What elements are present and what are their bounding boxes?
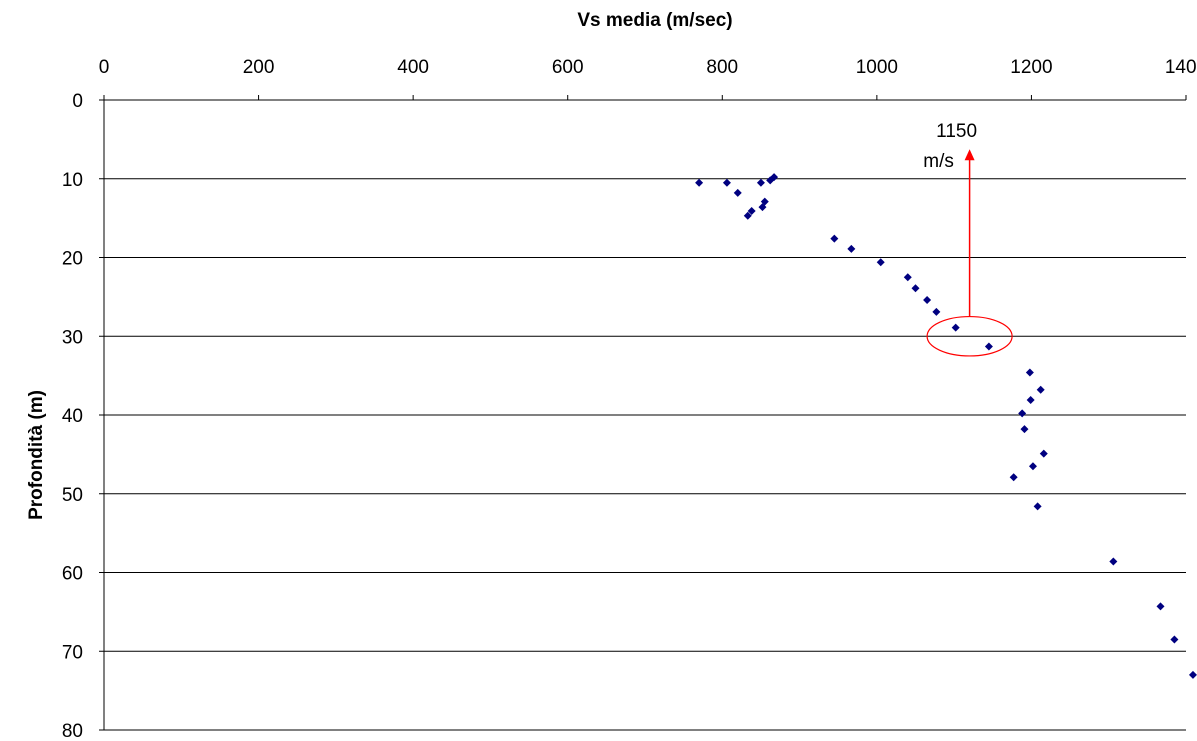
x-tick-label: 400 <box>397 57 429 78</box>
data-point <box>695 178 704 187</box>
y-tick-label: 80 <box>62 721 83 741</box>
data-point <box>1009 473 1018 482</box>
axes <box>99 95 1187 731</box>
data-point <box>847 244 856 253</box>
data-point <box>1028 462 1037 471</box>
data-point <box>1036 385 1045 394</box>
y-axis-title: Profondità (m) <box>26 390 47 520</box>
data-point <box>911 284 920 293</box>
x-tick-label: 1200 <box>1010 57 1052 78</box>
x-axis-title: Vs media (m/sec) <box>577 10 732 31</box>
data-point <box>1025 368 1034 377</box>
data-point <box>903 273 912 282</box>
annotation-value-label: 1150 <box>936 121 977 142</box>
x-tick-label: 800 <box>706 57 738 78</box>
data-point <box>756 178 765 187</box>
data-point <box>923 296 932 305</box>
x-tick-label: 1000 <box>856 57 898 78</box>
x-tick-label: 600 <box>552 57 584 78</box>
data-point <box>743 211 752 220</box>
data-point <box>1018 409 1027 418</box>
y-tick-label: 0 <box>72 91 83 112</box>
y-tick-label: 30 <box>62 327 83 348</box>
data-point <box>1109 557 1118 566</box>
y-tick-label: 50 <box>62 485 83 506</box>
y-tick-label: 10 <box>62 170 83 191</box>
data-point <box>876 258 885 267</box>
data-point <box>733 188 742 197</box>
annotation-unit-label: m/s <box>923 151 954 172</box>
y-tick-label: 60 <box>62 564 83 585</box>
data-point <box>747 207 756 216</box>
data-point <box>830 234 839 243</box>
data-point <box>1156 602 1165 611</box>
x-tick-label: 0 <box>99 57 110 78</box>
y-tick-label: 70 <box>62 642 83 663</box>
data-point <box>951 323 960 332</box>
data-point <box>722 178 731 187</box>
data-point <box>1188 670 1197 679</box>
y-tick-label: 20 <box>62 249 83 270</box>
data-point <box>1170 635 1179 644</box>
data-point <box>760 197 769 206</box>
data-point <box>1020 425 1029 434</box>
data-point <box>984 342 993 351</box>
annotation-arrowhead <box>964 149 975 161</box>
gridlines <box>104 178 1186 731</box>
y-tick-label: 40 <box>62 406 83 427</box>
y-tick-labels: 0 10 20 30 40 50 60 70 80 <box>62 91 83 741</box>
x-tick-label: 200 <box>243 57 275 78</box>
data-point <box>1026 396 1035 405</box>
data-point <box>932 307 941 316</box>
data-point <box>770 173 779 182</box>
data-point <box>1039 449 1048 458</box>
data-points <box>695 173 1197 679</box>
annotation: 1150 m/s <box>923 121 1013 357</box>
data-point <box>1033 502 1042 511</box>
